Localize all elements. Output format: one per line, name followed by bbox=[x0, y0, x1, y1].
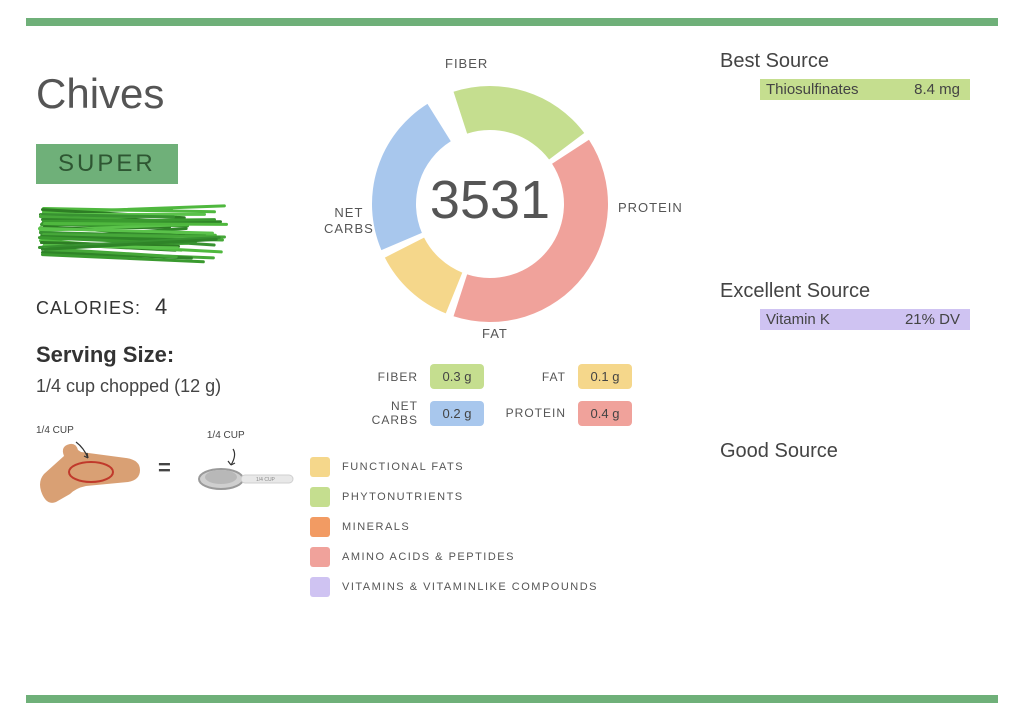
macro-value: 0.1 g bbox=[578, 364, 632, 389]
macro-value: 0.4 g bbox=[578, 401, 632, 426]
equals-sign: = bbox=[158, 455, 171, 481]
legend-row: MINERALS bbox=[310, 517, 680, 537]
legend-swatch bbox=[310, 487, 330, 507]
measuring-cup-icon: 1/4 CUP bbox=[183, 441, 303, 501]
left-column: Chives SUPER CALORIES: 4 Serving Size: 1… bbox=[36, 70, 296, 511]
cup-label: 1/4 CUP bbox=[207, 430, 303, 441]
category-legend: FUNCTIONAL FATS PHYTONUTRIENTS MINERALS AMI… bbox=[310, 457, 680, 597]
legend-swatch bbox=[310, 547, 330, 567]
donut-label-fiber: FIBER bbox=[445, 56, 488, 72]
macro-grid: FIBER 0.3 g FAT 0.1 g NETCARBS 0.2 g PROTEIN 0.… bbox=[300, 364, 680, 427]
serving-visual: 1/4 CUP = 1/4 CUP 1/4 CUP bbox=[36, 425, 296, 511]
food-title: Chives bbox=[36, 70, 296, 118]
donut-label-fat: FAT bbox=[482, 326, 508, 342]
center-column: 3531 FIBERPROTEINFATNETCARBS FIBER0.3 gF… bbox=[300, 50, 680, 597]
source-amount: 8.4 mg bbox=[914, 81, 960, 98]
macro-name: PROTEIN bbox=[496, 406, 566, 420]
chives-illustration bbox=[36, 196, 226, 266]
hand-block: 1/4 CUP bbox=[36, 425, 146, 511]
cup-sublabel: 1/4 CUP bbox=[256, 477, 276, 483]
legend-swatch bbox=[310, 517, 330, 537]
legend-swatch bbox=[310, 577, 330, 597]
donut-label-net-carbs: NETCARBS bbox=[324, 205, 374, 236]
donut-center-value: 3531 bbox=[430, 169, 550, 231]
calories-label: CALORIES: bbox=[36, 298, 141, 318]
source-amount: 21% DV bbox=[905, 311, 960, 328]
source-name: Vitamin K bbox=[766, 311, 830, 328]
donut-chart: 3531 FIBERPROTEINFATNETCARBS bbox=[330, 50, 650, 350]
source-name: Thiosulfinates bbox=[766, 81, 859, 98]
calories-value: 4 bbox=[155, 294, 168, 319]
legend-label: FUNCTIONAL FATS bbox=[342, 461, 464, 473]
macro-name: NETCARBS bbox=[348, 399, 418, 427]
calories-row: CALORIES: 4 bbox=[36, 294, 296, 320]
legend-label: VITAMINS & VITAMINLIKE COMPOUNDS bbox=[342, 581, 598, 593]
legend-row: AMINO ACIDS & PEPTIDES bbox=[310, 547, 680, 567]
best-source-heading: Best Source bbox=[720, 50, 1000, 73]
donut-segment-fiber bbox=[454, 86, 585, 159]
bottom-accent-bar bbox=[26, 695, 998, 703]
serving-heading: Serving Size: bbox=[36, 342, 296, 368]
legend-label: PHYTONUTRIENTS bbox=[342, 491, 464, 503]
legend-row: VITAMINS & VITAMINLIKE COMPOUNDS bbox=[310, 577, 680, 597]
macro-value: 0.2 g bbox=[430, 401, 484, 426]
donut-segment-fat bbox=[385, 238, 462, 314]
donut-label-protein: PROTEIN bbox=[618, 200, 683, 216]
right-column: Best Source Thiosulfinates 8.4 mg Excelle… bbox=[720, 50, 1000, 469]
macro-name: FIBER bbox=[348, 370, 418, 384]
excellent-source-heading: Excellent Source bbox=[720, 280, 1000, 303]
legend-swatch bbox=[310, 457, 330, 477]
hand-label: 1/4 CUP bbox=[36, 425, 146, 436]
cup-block: 1/4 CUP 1/4 CUP bbox=[183, 430, 303, 506]
macro-name: FAT bbox=[496, 370, 566, 384]
source-bar: Thiosulfinates 8.4 mg bbox=[760, 79, 970, 100]
top-accent-bar bbox=[26, 18, 998, 26]
hand-icon bbox=[36, 436, 146, 506]
macro-value: 0.3 g bbox=[430, 364, 484, 389]
legend-row: PHYTONUTRIENTS bbox=[310, 487, 680, 507]
super-badge: SUPER bbox=[36, 144, 178, 184]
legend-label: MINERALS bbox=[342, 521, 410, 533]
legend-label: AMINO ACIDS & PEPTIDES bbox=[342, 551, 515, 563]
legend-row: FUNCTIONAL FATS bbox=[310, 457, 680, 477]
good-source-heading: Good Source bbox=[720, 440, 1000, 463]
serving-value: 1/4 cup chopped (12 g) bbox=[36, 376, 296, 397]
source-bar: Vitamin K 21% DV bbox=[760, 309, 970, 330]
